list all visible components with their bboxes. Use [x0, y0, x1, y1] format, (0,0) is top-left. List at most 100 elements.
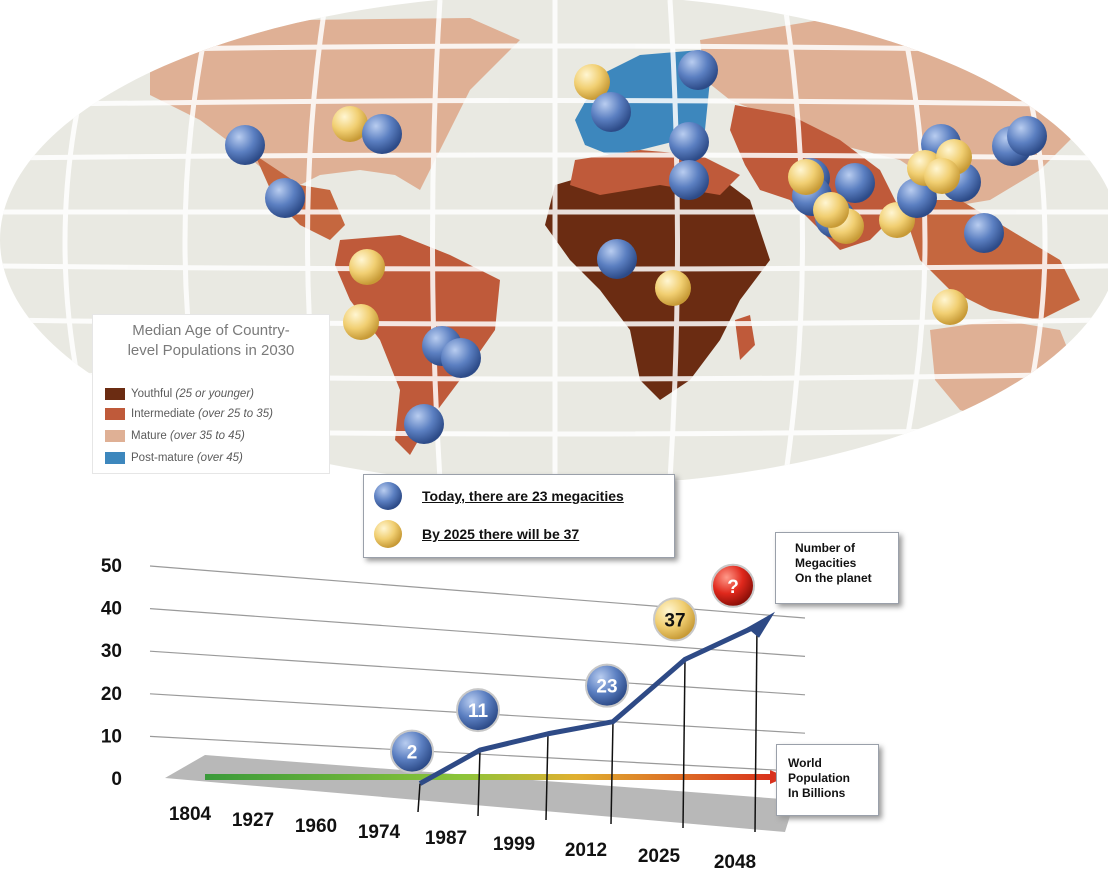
megacity-dot-future [655, 270, 691, 306]
data-label-bubble [711, 563, 755, 608]
x-tick-label: 2012 [565, 840, 607, 861]
blue-dot-icon [374, 482, 402, 510]
megacity-dot-future [349, 249, 385, 285]
x-tick-label: 1804 [169, 804, 212, 825]
callout-population-text: World Population In Billions [788, 756, 850, 801]
y-axis-ticks: 50 40 30 20 10 0 [101, 556, 122, 790]
legend-label: Intermediate (over 25 to 35) [131, 408, 273, 420]
y-tick-label: 0 [111, 769, 122, 790]
callout-population: World Population In Billions [776, 744, 879, 816]
chart-gridlines [149, 565, 806, 773]
data-labels: 2 11 23 37? [390, 563, 755, 774]
legend-swatch [105, 452, 125, 464]
drop-line [545, 733, 549, 821]
x-tick-label: 2025 [638, 846, 681, 867]
x-tick-label: 2048 [714, 852, 756, 873]
megacity-dot-future [924, 158, 960, 194]
drop-line [610, 721, 614, 825]
data-label: ? [727, 577, 739, 598]
x-tick-label: 1927 [232, 810, 274, 831]
callout-line: World [788, 756, 822, 770]
y-tick-label: 40 [101, 599, 122, 620]
megacity-dot-future [574, 64, 610, 100]
legend-label: Youthful (25 or younger) [131, 388, 254, 400]
legend-label-text: Mature [131, 430, 167, 442]
gridline [149, 565, 806, 619]
x-axis-ticks: 1804 1927 1960 1974 1987 1999 2012 2025 2048 [169, 804, 756, 873]
legend-today-text: Today, there are 23 megacities [422, 488, 624, 504]
megacity-dot-future [932, 289, 968, 325]
legend-label-detail: (25 or younger) [175, 388, 254, 400]
callout-line: Population [788, 771, 850, 785]
gridline [149, 608, 806, 657]
south-america [335, 235, 500, 455]
legend-label-text: Youthful [131, 388, 173, 400]
megacity-dot-future [813, 192, 849, 228]
legend-title-line2: level Populations in 2030 [127, 342, 295, 359]
southeast-asia [900, 200, 1080, 320]
y-tick-label: 20 [101, 684, 122, 705]
data-label: 11 [468, 701, 489, 722]
megacity-dots [225, 50, 1047, 444]
data-label: 2 [407, 743, 418, 764]
x-tick-label: 1999 [493, 834, 535, 855]
madagascar [735, 315, 755, 360]
megacity-dot-today [964, 213, 1004, 253]
callout-line: In Billions [788, 786, 846, 800]
chart-floor [165, 755, 795, 832]
megacity-trend-line [418, 623, 759, 786]
legend-item-post-mature: Post-mature (over 45) [105, 449, 243, 467]
legend-label-detail: (over 45) [196, 452, 243, 464]
callout-megacities: Number of Megacities On the planet [775, 532, 899, 604]
drop-line [477, 750, 481, 817]
megacity-dot-today [265, 178, 305, 218]
legend-item-intermediate: Intermediate (over 25 to 35) [105, 405, 273, 423]
callout-megacities-text: Number of Megacities On the planet [795, 541, 872, 586]
legend-label-text: Intermediate [131, 408, 195, 420]
callout-line: Number of [795, 541, 855, 555]
legend-swatch [105, 430, 125, 442]
megacity-dot-today [591, 92, 631, 132]
trend-arrow-head [747, 611, 775, 638]
megacity-dot-today [678, 50, 718, 90]
callout-line: Megacities [795, 556, 857, 570]
y-tick-label: 10 [101, 726, 122, 747]
data-label-bubble [390, 729, 434, 774]
world-map: Median Age of Country- level Populations… [0, 0, 1108, 480]
legend-title: Median Age of Country- level Populations… [93, 321, 329, 361]
megacity-chart: 50 40 30 20 10 0 1804 1927 1960 1974 1987 1999 2012… [101, 556, 806, 873]
legend-future-text: By 2025 there will be 37 [422, 526, 580, 542]
legend-swatch [105, 388, 125, 400]
x-tick-label: 1960 [295, 816, 337, 837]
megacity-dot-today [362, 114, 402, 154]
population-bar [205, 774, 775, 780]
megacity-dot-future [343, 304, 379, 340]
drop-line [682, 659, 686, 829]
megacity-legend: Today, there are 23 megacities By 2025 t… [363, 474, 675, 558]
legend-swatch [105, 408, 125, 420]
yellow-dot-icon [374, 520, 402, 548]
data-label-bubble [585, 663, 629, 708]
gridline [149, 650, 806, 696]
legend-item-youthful: Youthful (25 or younger) [105, 385, 254, 403]
data-label-bubble [653, 597, 697, 642]
megacity-dot-today [597, 239, 637, 279]
legend-item-mature: Mature (over 35 to 45) [105, 427, 245, 445]
drop-lines [417, 625, 758, 833]
legend-label: Post-mature (over 45) [131, 452, 243, 464]
legend-future: By 2025 there will be 37 [372, 519, 579, 549]
legend-today: Today, there are 23 megacities [372, 481, 624, 511]
megacity-dot-future [788, 159, 824, 195]
megacity-dot-future [332, 106, 368, 142]
y-tick-label: 50 [101, 556, 122, 577]
data-label: 23 [596, 677, 617, 698]
legend-title-line1: Median Age of Country- [132, 322, 290, 339]
legend-label: Mature (over 35 to 45) [131, 430, 245, 442]
legend-label-detail: (over 25 to 35) [198, 408, 273, 420]
megacity-dot-today [1007, 116, 1047, 156]
megacity-dot-today [225, 125, 265, 165]
data-label-bubble [456, 688, 500, 733]
x-tick-label: 1987 [425, 828, 467, 849]
megacity-dot-today [669, 160, 709, 200]
y-tick-label: 30 [101, 641, 122, 662]
